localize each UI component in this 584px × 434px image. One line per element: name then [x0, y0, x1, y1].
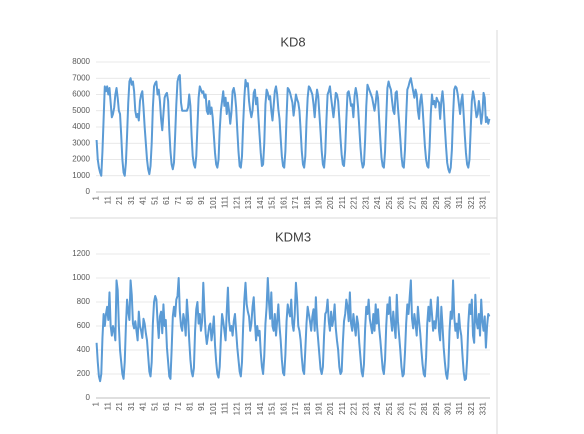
x-tick-label: 111 [221, 195, 230, 208]
x-tick-label: 211 [338, 401, 347, 414]
x-tick-label: 151 [268, 195, 277, 209]
x-tick-label: 181 [303, 401, 312, 415]
x-tick-label: 51 [150, 401, 159, 410]
x-tick-label: 181 [303, 195, 312, 209]
x-tick-label: 11 [103, 195, 112, 204]
x-tick-label: 161 [279, 401, 288, 415]
chart-title: KDM3 [275, 229, 311, 244]
y-tick-label: 8000 [72, 57, 90, 66]
x-tick-label: 141 [256, 401, 265, 415]
x-tick-label: 121 [232, 401, 241, 415]
x-tick-label: 221 [350, 401, 359, 415]
y-tick-label: 200 [77, 369, 91, 378]
y-tick-label: 5000 [72, 106, 90, 115]
x-tick-label: 81 [186, 401, 195, 410]
x-tick-label: 71 [174, 401, 183, 410]
x-tick-label: 301 [443, 195, 452, 209]
x-tick-label: 191 [314, 401, 323, 415]
y-tick-label: 2000 [72, 155, 90, 164]
y-tick-label: 4000 [72, 122, 90, 131]
x-tick-label: 191 [314, 195, 323, 209]
x-tick-label: 91 [197, 401, 206, 410]
x-tick-label: 101 [209, 401, 218, 415]
y-tick-label: 7000 [72, 73, 90, 82]
y-tick-label: 1200 [72, 249, 90, 258]
y-tick-label: 0 [86, 187, 91, 196]
x-tick-label: 231 [361, 401, 370, 415]
x-tick-label: 231 [361, 195, 370, 209]
y-tick-label: 1000 [72, 273, 90, 282]
x-tick-label: 31 [127, 195, 136, 204]
x-tick-label: 41 [139, 195, 148, 204]
x-tick-label: 11 [103, 401, 112, 410]
chart-title: KD8 [280, 34, 305, 49]
x-tick-label: 331 [479, 195, 488, 209]
x-tick-label: 261 [397, 195, 406, 209]
x-tick-label: 211 [338, 195, 347, 208]
x-tick-label: 201 [326, 195, 335, 209]
x-tick-label: 101 [209, 195, 218, 209]
y-tick-label: 3000 [72, 138, 90, 147]
x-tick-label: 311 [455, 195, 464, 208]
x-tick-label: 1 [92, 401, 101, 406]
x-tick-label: 61 [162, 401, 171, 410]
x-tick-label: 41 [139, 401, 148, 410]
x-tick-label: 21 [115, 401, 124, 410]
x-tick-label: 281 [420, 401, 429, 415]
x-tick-label: 241 [373, 195, 382, 209]
y-tick-label: 0 [86, 393, 91, 402]
y-tick-label: 800 [77, 297, 91, 306]
x-tick-label: 111 [221, 401, 230, 414]
data-line [95, 74, 491, 177]
y-tick-label: 400 [77, 345, 91, 354]
x-tick-label: 221 [350, 195, 359, 209]
x-tick-label: 161 [279, 195, 288, 209]
x-tick-label: 251 [385, 401, 394, 415]
x-tick-label: 1 [92, 195, 101, 200]
x-tick-label: 21 [115, 195, 124, 204]
x-tick-label: 311 [455, 401, 464, 414]
x-tick-label: 301 [443, 401, 452, 415]
x-tick-label: 251 [385, 195, 394, 209]
x-tick-label: 31 [127, 401, 136, 410]
x-tick-label: 171 [291, 401, 300, 415]
x-tick-label: 241 [373, 401, 382, 415]
x-tick-label: 321 [467, 195, 476, 209]
x-tick-label: 71 [174, 195, 183, 204]
x-tick-label: 91 [197, 195, 206, 204]
x-tick-label: 131 [244, 401, 253, 415]
x-tick-label: 331 [479, 401, 488, 415]
x-tick-label: 201 [326, 401, 335, 415]
data-line [95, 277, 491, 383]
x-tick-label: 81 [186, 195, 195, 204]
x-tick-label: 271 [408, 195, 417, 209]
x-tick-label: 291 [432, 195, 441, 209]
x-tick-label: 281 [420, 195, 429, 209]
y-tick-label: 1000 [72, 171, 90, 180]
x-tick-label: 291 [432, 401, 441, 415]
x-tick-label: 321 [467, 401, 476, 415]
x-tick-label: 141 [256, 195, 265, 209]
x-tick-label: 121 [232, 195, 241, 209]
x-tick-label: 51 [150, 195, 159, 204]
x-tick-label: 61 [162, 195, 171, 204]
x-tick-label: 171 [291, 195, 300, 209]
x-tick-label: 151 [268, 401, 277, 415]
x-tick-label: 271 [408, 401, 417, 415]
y-tick-label: 6000 [72, 90, 90, 99]
x-tick-label: 131 [244, 195, 253, 209]
y-tick-label: 600 [77, 321, 91, 330]
x-tick-label: 261 [397, 401, 406, 415]
